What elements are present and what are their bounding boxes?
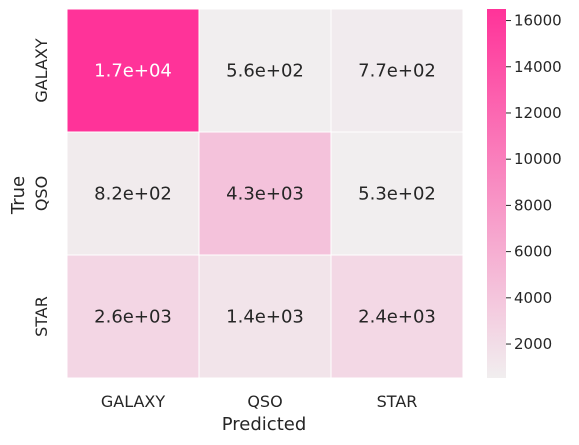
heatmap-cell bbox=[66, 131, 200, 256]
cell-annotation: 5.3e+02 bbox=[358, 184, 436, 205]
cell-annotation: 5.6e+02 bbox=[226, 61, 304, 82]
cell-annotation: 4.3e+03 bbox=[226, 184, 304, 205]
cell-annotation: 2.6e+03 bbox=[94, 307, 172, 328]
colorbar-tick-label: 14000 bbox=[514, 58, 562, 76]
colorbar-ticks: 2000 4000 6000 8000 10000 12000 14000 16000 bbox=[506, 12, 562, 353]
heatmap-cell bbox=[198, 254, 332, 379]
heatmap-cell bbox=[198, 131, 332, 256]
x-tick-label: QSO bbox=[247, 392, 282, 411]
colorbar-tick-label: 6000 bbox=[514, 243, 552, 261]
cell-annotation: 2.4e+03 bbox=[358, 307, 436, 328]
cell-annotation: 1.7e+04 bbox=[94, 61, 172, 82]
colorbar-tick-label: 16000 bbox=[514, 12, 562, 30]
y-tick-labels: GALAXY QSO STAR bbox=[32, 38, 51, 337]
heatmap-cell bbox=[66, 254, 200, 379]
x-tick-labels: GALAXY QSO STAR bbox=[101, 392, 418, 411]
heatmap-cell bbox=[330, 254, 464, 379]
colorbar-tick-label: 2000 bbox=[514, 335, 552, 353]
y-tick-label: QSO bbox=[32, 176, 51, 211]
y-axis-label: True bbox=[8, 176, 29, 215]
cell-annotation: 1.4e+03 bbox=[226, 307, 304, 328]
heatmap-cells: 1.7e+04 5.6e+02 7.7e+02 8.2e+02 4.3e+03 5.3e+… bbox=[66, 8, 464, 379]
x-tick-label: STAR bbox=[377, 392, 418, 411]
x-tick-label: GALAXY bbox=[101, 392, 166, 411]
heatmap-cell bbox=[330, 8, 464, 133]
colorbar-tick-label: 12000 bbox=[514, 104, 562, 122]
y-tick-label: GALAXY bbox=[32, 38, 51, 103]
x-axis-label: Predicted bbox=[222, 414, 307, 435]
colorbar-tick-label: 10000 bbox=[514, 150, 562, 168]
cell-annotation: 8.2e+02 bbox=[94, 184, 172, 205]
cell-annotation: 7.7e+02 bbox=[358, 61, 436, 82]
y-tick-label: STAR bbox=[32, 296, 51, 337]
heatmap-cell bbox=[66, 8, 200, 133]
colorbar-tick-label: 8000 bbox=[514, 196, 552, 214]
colorbar bbox=[487, 9, 506, 378]
heatmap-cell bbox=[198, 8, 332, 133]
heatmap-cell bbox=[330, 131, 464, 256]
colorbar-tick-label: 4000 bbox=[514, 289, 552, 307]
